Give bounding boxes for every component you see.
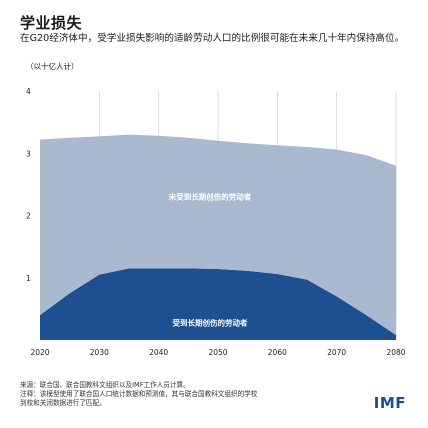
x-tick-label-2040: 2040 (149, 348, 168, 357)
area-series-2 (40, 134, 396, 335)
imf-logo: IMF (373, 394, 406, 412)
x-tick-label-2030: 2030 (90, 348, 109, 357)
y-tick-label-1: 1 (26, 274, 31, 283)
y-tick-label-4: 4 (26, 87, 31, 96)
y-tick-label-3: 3 (26, 149, 31, 158)
x-tick-label-2050: 2050 (208, 348, 227, 357)
x-tick-label-2020: 2020 (30, 348, 49, 357)
footnotes: 来源：联合国、联合国教科文组织以及IMF工作人员计算。 注释：该模型使用了联合国… (20, 381, 350, 408)
note-line-1: 注释：该模型使用了联合国人口统计数据和预测值，其与联合国教科文组织的学校 (20, 390, 258, 398)
unit-label: （以十亿人计） (26, 62, 79, 71)
x-tick-label-2080: 2080 (386, 348, 405, 357)
x-tick-label-2070: 2070 (327, 348, 346, 357)
x-tick-label-2060: 2060 (268, 348, 287, 357)
note-line-2: 到校和关闭数据进行了匹配。 (20, 399, 106, 407)
area-series-1 (40, 268, 396, 340)
series-label-1: 受到长期创伤的劳动者 (173, 318, 248, 328)
series-label-2: 未受到长期创伤的劳动者 (169, 191, 252, 201)
chart-subtitle: 在G20经济体中，受学业损失影响的适龄劳动人口的比例很可能在未来几十年内保持高位… (20, 33, 405, 44)
source-note: 来源：联合国、联合国教科文组织以及IMF工作人员计算。 (20, 381, 190, 389)
chart-title: 学业损失 (20, 14, 83, 32)
y-tick-label-2: 2 (26, 212, 31, 221)
